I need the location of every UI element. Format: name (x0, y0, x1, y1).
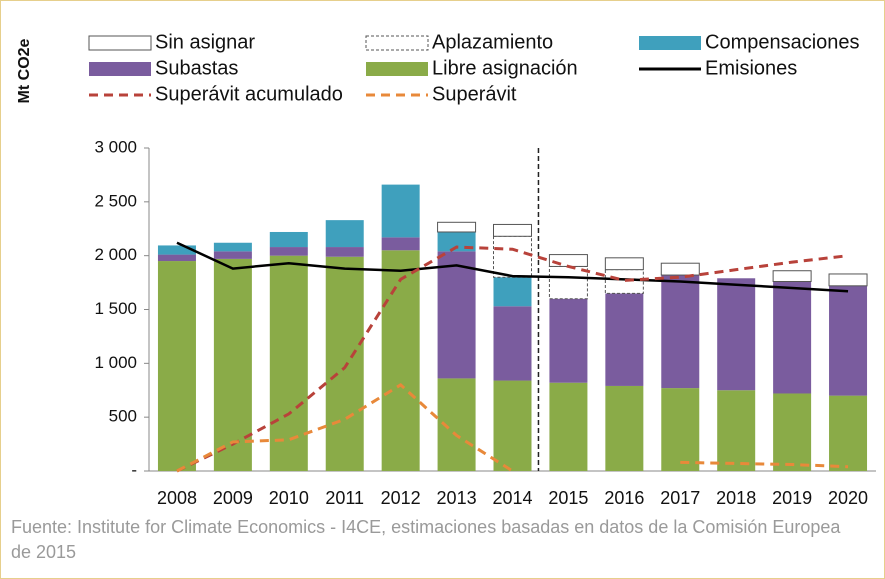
y-tick-label: 1 500 (94, 299, 137, 318)
bar-segment (325, 247, 364, 257)
x-tick-label: 2014 (492, 488, 532, 508)
bar-segment (661, 275, 700, 389)
y-tick-label: 2 500 (94, 191, 137, 210)
y-tick-label: 500 (109, 407, 137, 426)
bar-segment (493, 277, 532, 307)
legend-label: Superávit acumulado (155, 83, 343, 105)
x-tick-label: 2016 (604, 488, 644, 508)
bar-segment (717, 390, 756, 471)
bar-segment (605, 293, 644, 386)
x-tick-label: 2019 (772, 488, 812, 508)
x-tick-label: 2008 (157, 488, 197, 508)
source-note: Fuente: Institute for Climate Economics … (11, 517, 841, 562)
bar-segment (493, 380, 532, 471)
legend-swatch (89, 62, 151, 76)
x-tick-label: 2017 (660, 488, 700, 508)
legend-label: Libre asignación (432, 57, 578, 79)
bar-segment (381, 184, 420, 238)
bar-segment (269, 255, 308, 471)
legend-label: Subastas (155, 57, 238, 79)
bar-segment (604, 269, 644, 294)
bar-segment (493, 306, 532, 381)
bar-segment (157, 261, 196, 471)
bar-segment (437, 251, 476, 379)
y-tick-label: 2 000 (94, 245, 137, 264)
x-tick-label: 2010 (269, 488, 309, 508)
bar-segment (548, 265, 588, 300)
line-series (176, 382, 849, 473)
y-axis-label: Mt CO2e (16, 38, 33, 103)
bar-segment (213, 251, 252, 259)
legend-label: Superávit (432, 83, 517, 105)
x-tick-label: 2015 (548, 488, 588, 508)
bar-segment (549, 298, 588, 383)
bar-segment (773, 393, 812, 471)
bar-segment (549, 382, 588, 471)
bar-segment (605, 385, 644, 471)
bar-segment (660, 262, 700, 276)
bar-segment (157, 254, 196, 262)
legend-label: Compensaciones (705, 31, 860, 53)
bar-segment (213, 258, 252, 471)
legend-swatch (88, 35, 152, 51)
legend-label: Sin asignar (155, 31, 255, 53)
legend-label: Emisiones (705, 57, 797, 79)
y-tick-label: 3 000 (94, 137, 137, 156)
bar-segment (829, 395, 868, 471)
bar-segment (493, 223, 532, 237)
bar-segment (381, 237, 420, 251)
x-tick-label: 2013 (437, 488, 477, 508)
bar-segment (717, 278, 756, 391)
bar-segment (325, 220, 364, 248)
bar-segment (437, 221, 477, 233)
bar-segment (493, 235, 532, 278)
bar-segment (548, 254, 588, 267)
x-tick-label: 2018 (716, 488, 756, 508)
legend-swatch (366, 62, 428, 76)
bar-segment (604, 257, 644, 271)
bar-segment (828, 273, 868, 287)
bar-segment (829, 285, 868, 396)
bar-segment (772, 270, 812, 283)
x-tick-label: 2011 (325, 488, 364, 508)
legend-swatch (639, 36, 701, 50)
bar-segment (213, 242, 252, 252)
chart: Mt CO2e - 500 1 000 1 500 2 000 2 500 3 000 200… (16, 31, 876, 508)
bar-segment (325, 256, 364, 471)
bar-segment (381, 250, 420, 471)
x-tick-label: 2012 (381, 488, 421, 508)
line-series (176, 245, 849, 473)
bar-segment (773, 281, 812, 394)
legend-swatch (365, 35, 429, 51)
legend-label: Aplazamiento (432, 31, 553, 53)
x-tick-label: 2009 (213, 488, 253, 508)
y-tick-label: - (131, 460, 137, 479)
bar-segment (661, 388, 700, 471)
x-tick-label: 2020 (828, 488, 868, 508)
bar-segment (269, 247, 308, 256)
line-series (176, 241, 849, 293)
bar-segment (269, 231, 308, 248)
bar-segment (157, 245, 196, 255)
y-tick-label: 1 000 (94, 353, 137, 372)
